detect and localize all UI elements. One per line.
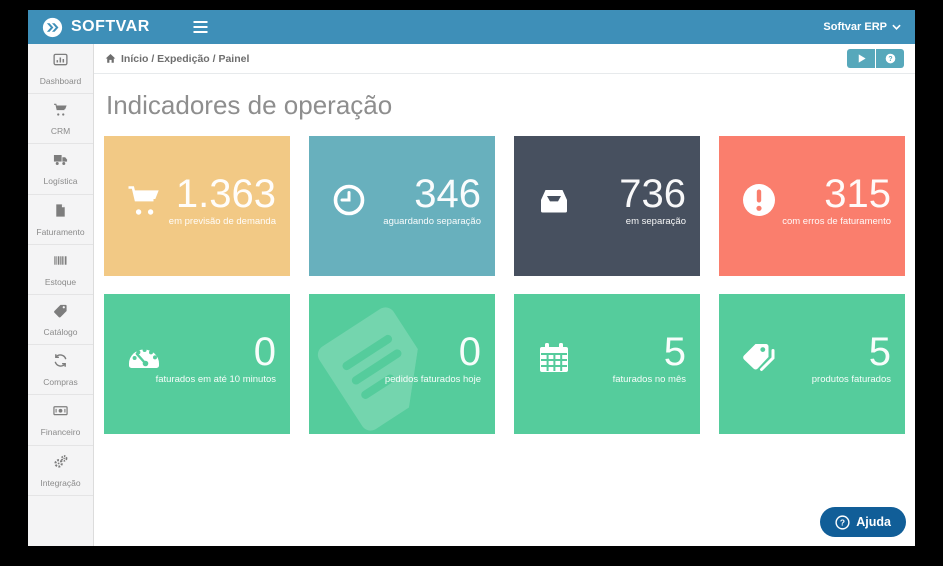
inbox-icon: [536, 182, 572, 218]
exclamation-icon: [741, 182, 777, 218]
metric-value: 346: [414, 172, 481, 216]
metric-card-em-separacao[interactable]: 736 em separação: [514, 136, 700, 276]
sidebar-item-label: Estoque: [44, 276, 77, 287]
app-window: SOFTVAR Softvar ERP Dashboard CRM Logístic…: [28, 10, 915, 546]
top-navbar: SOFTVAR Softvar ERP: [28, 10, 915, 44]
sidebar-item-label: Dashboard: [39, 76, 82, 86]
metric-label: com erros de faturamento: [782, 216, 891, 227]
metric-card-faturados-10-minutos[interactable]: 0 faturados em até 10 minutos: [104, 294, 290, 434]
softvar-logo-icon: [42, 17, 63, 38]
user-menu[interactable]: Softvar ERP: [823, 21, 901, 33]
metric-label: pedidos faturados hoje: [384, 374, 481, 385]
chevron-down-icon: [892, 24, 901, 30]
main-area: Início / Expedição / Painel ? Indicadore…: [94, 44, 915, 546]
metric-label: produtos faturados: [811, 374, 891, 385]
sidebar-item-catalogo[interactable]: Catálogo: [28, 295, 93, 346]
content-area: Indicadores de operação 1.363 em previsão…: [94, 74, 915, 546]
gears-icon: [53, 454, 68, 473]
metric-value: 1.363: [175, 172, 276, 216]
sidebar-item-label: Financeiro: [40, 427, 81, 438]
sidebar-item-label: Catálogo: [43, 326, 78, 337]
metric-value: 5: [663, 330, 686, 374]
metric-value: 736: [619, 172, 686, 216]
metric-label: em previsão de demanda: [168, 216, 276, 227]
brand-logo[interactable]: SOFTVAR: [28, 17, 150, 38]
invoice-icon: [53, 203, 68, 222]
question-icon: ?: [885, 53, 896, 64]
help-tool-button[interactable]: ?: [876, 49, 904, 68]
cart-icon: [126, 182, 162, 218]
cards-grid: 1.363 em previsão de demanda 346 aguardando…: [104, 136, 905, 434]
sidebar-item-label: Compras: [43, 377, 78, 388]
metric-card-pedidos-faturados-hoje[interactable]: 0 pedidos faturados hoje: [309, 294, 495, 434]
sidebar-item-logistica[interactable]: Logística: [28, 144, 93, 195]
sidebar-item-faturamento[interactable]: Faturamento: [28, 195, 93, 245]
gauge-icon: [126, 340, 162, 376]
calendar-icon: [536, 340, 572, 376]
metric: 0 pedidos faturados hoje: [385, 332, 481, 385]
metric-card-erros-faturamento[interactable]: 315 com erros de faturamento: [719, 136, 905, 276]
toolbar: ?: [847, 49, 904, 68]
metric: 0 faturados em até 10 minutos: [156, 332, 276, 385]
cart-icon: [53, 103, 68, 121]
brand-name: SOFTVAR: [71, 18, 150, 35]
metric-value: 5: [868, 330, 891, 374]
metric: 1.363 em previsão de demanda: [169, 174, 276, 227]
sidebar-item-crm[interactable]: CRM: [28, 94, 93, 145]
svg-text:?: ?: [888, 56, 892, 63]
metric-value: 315: [824, 172, 891, 216]
sync-icon: [53, 354, 68, 372]
metric: 5 produtos faturados: [812, 332, 891, 385]
metric-label: em separação: [625, 216, 686, 227]
user-menu-label: Softvar ERP: [823, 21, 887, 33]
metric: 736 em separação: [619, 174, 686, 227]
document-icon: [309, 294, 460, 434]
breadcrumb-bar: Início / Expedição / Painel ?: [94, 44, 915, 74]
metric: 315 com erros de faturamento: [782, 174, 891, 227]
play-icon: [856, 53, 867, 64]
metric: 346 aguardando separação: [383, 174, 481, 227]
breadcrumb[interactable]: Início / Expedição / Painel: [105, 53, 249, 65]
metric-label: aguardando separação: [383, 216, 481, 227]
money-icon: [53, 405, 68, 422]
clock-icon: [331, 182, 367, 218]
metric-label: faturados no mês: [612, 374, 686, 385]
svg-text:?: ?: [840, 517, 845, 527]
barcode-icon: [53, 255, 68, 272]
sidebar-item-label: CRM: [50, 126, 71, 137]
metric-value: 0: [253, 330, 276, 374]
metric-label: faturados em até 10 minutos: [155, 374, 276, 385]
sidebar-item-estoque[interactable]: Estoque: [28, 245, 93, 295]
truck-icon: [53, 154, 68, 171]
play-button[interactable]: [847, 49, 875, 68]
question-circle-icon: ?: [835, 514, 850, 530]
sidebar-item-label: Logística: [43, 176, 78, 187]
ajuda-button-label: Ajuda: [856, 515, 891, 529]
hamburger-menu-icon[interactable]: [188, 16, 213, 38]
metric-value: 0: [458, 330, 481, 374]
tags-icon: [741, 340, 777, 376]
sidebar-item-label: Integração: [40, 477, 81, 488]
dashboard-icon: [53, 53, 68, 71]
metric-card-faturados-no-mes[interactable]: 5 faturados no mês: [514, 294, 700, 434]
metric-card-aguardando-separacao[interactable]: 346 aguardando separação: [309, 136, 495, 276]
sidebar-item-dashboard[interactable]: Dashboard: [28, 44, 93, 95]
metric: 5 faturados no mês: [613, 332, 686, 385]
home-icon: [105, 53, 116, 64]
sidebar-item-financeiro[interactable]: Financeiro: [28, 395, 93, 446]
sidebar-item-compras[interactable]: Compras: [28, 345, 93, 396]
tag-icon: [53, 304, 68, 322]
sidebar-item-label: Faturamento: [36, 226, 85, 237]
page-title: Indicadores de operação: [106, 90, 393, 120]
breadcrumb-text: Início / Expedição / Painel: [121, 52, 250, 65]
ajuda-button[interactable]: ? Ajuda: [820, 507, 906, 537]
metric-card-produtos-faturados[interactable]: 5 produtos faturados: [719, 294, 905, 434]
sidebar-item-integracao[interactable]: Integração: [28, 446, 93, 496]
metric-card-previsao-demanda[interactable]: 1.363 em previsão de demanda: [104, 136, 290, 276]
sidebar: Dashboard CRM Logística Faturamento Estoque C…: [28, 44, 94, 546]
